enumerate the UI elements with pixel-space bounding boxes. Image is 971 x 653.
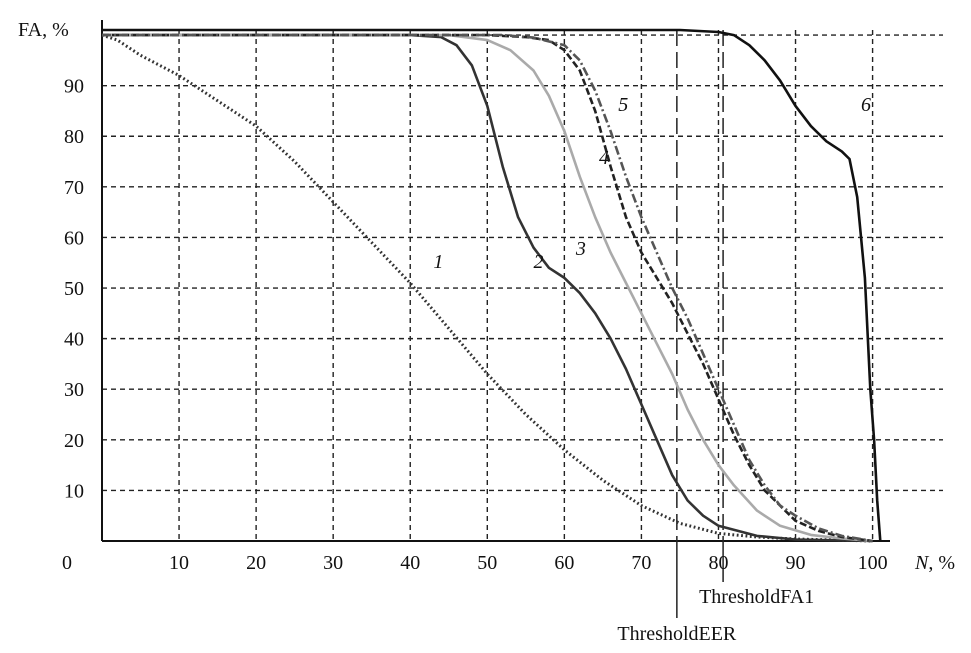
x-tick-label-60: 60 xyxy=(554,552,574,574)
curve-label-5: 5 xyxy=(618,94,628,116)
curve-label-4: 4 xyxy=(599,147,609,169)
x-tick-label-70: 70 xyxy=(631,552,651,574)
series-3-line xyxy=(102,33,873,543)
y-axis-label: FA, % xyxy=(18,19,69,41)
x-tick-label-40: 40 xyxy=(400,552,420,574)
axes xyxy=(101,20,890,542)
y-tick-label-50: 50 xyxy=(64,278,84,300)
y-tick-label-70: 70 xyxy=(64,177,84,199)
x-tick-label-30: 30 xyxy=(323,552,343,574)
threshold-label-1: ThresholdEER xyxy=(617,623,737,645)
curve-label-6: 6 xyxy=(861,94,871,116)
series-lines xyxy=(101,28,882,543)
series-1-line xyxy=(101,33,873,543)
y-tick-label-80: 80 xyxy=(64,126,84,148)
series-4-line xyxy=(102,33,873,543)
x-tick-label-50: 50 xyxy=(477,552,497,574)
y-tick-label-30: 30 xyxy=(64,379,84,401)
x-tick-label-20: 20 xyxy=(246,552,266,574)
y-tick-label-10: 10 xyxy=(64,480,84,502)
y-tick-label-90: 90 xyxy=(64,76,84,98)
x-tick-label-10: 10 xyxy=(169,552,189,574)
y-tick-label-20: 20 xyxy=(64,430,84,452)
y-tick-label-60: 60 xyxy=(64,227,84,249)
curve-label-1: 1 xyxy=(433,251,443,273)
series-2-line xyxy=(102,33,873,543)
x-tick-label-100: 100 xyxy=(858,552,888,574)
threshold-label-2: ThresholdFA1 xyxy=(699,586,814,608)
series-6-line xyxy=(102,28,882,542)
x-axis-label: N, % xyxy=(914,552,955,574)
curve-label-2: 2 xyxy=(534,251,544,273)
y-tick-label-40: 40 xyxy=(64,329,84,351)
threshold-lines: ThresholdEER ThresholdFA1 xyxy=(617,30,814,645)
grid-lines xyxy=(102,30,943,541)
origin-label: 0 xyxy=(62,552,72,574)
x-tick-label-80: 80 xyxy=(708,552,728,574)
curve-label-3: 3 xyxy=(575,238,586,260)
x-tick-label-90: 90 xyxy=(786,552,806,574)
curve-labels: 1 2 3 4 5 6 xyxy=(433,94,871,273)
